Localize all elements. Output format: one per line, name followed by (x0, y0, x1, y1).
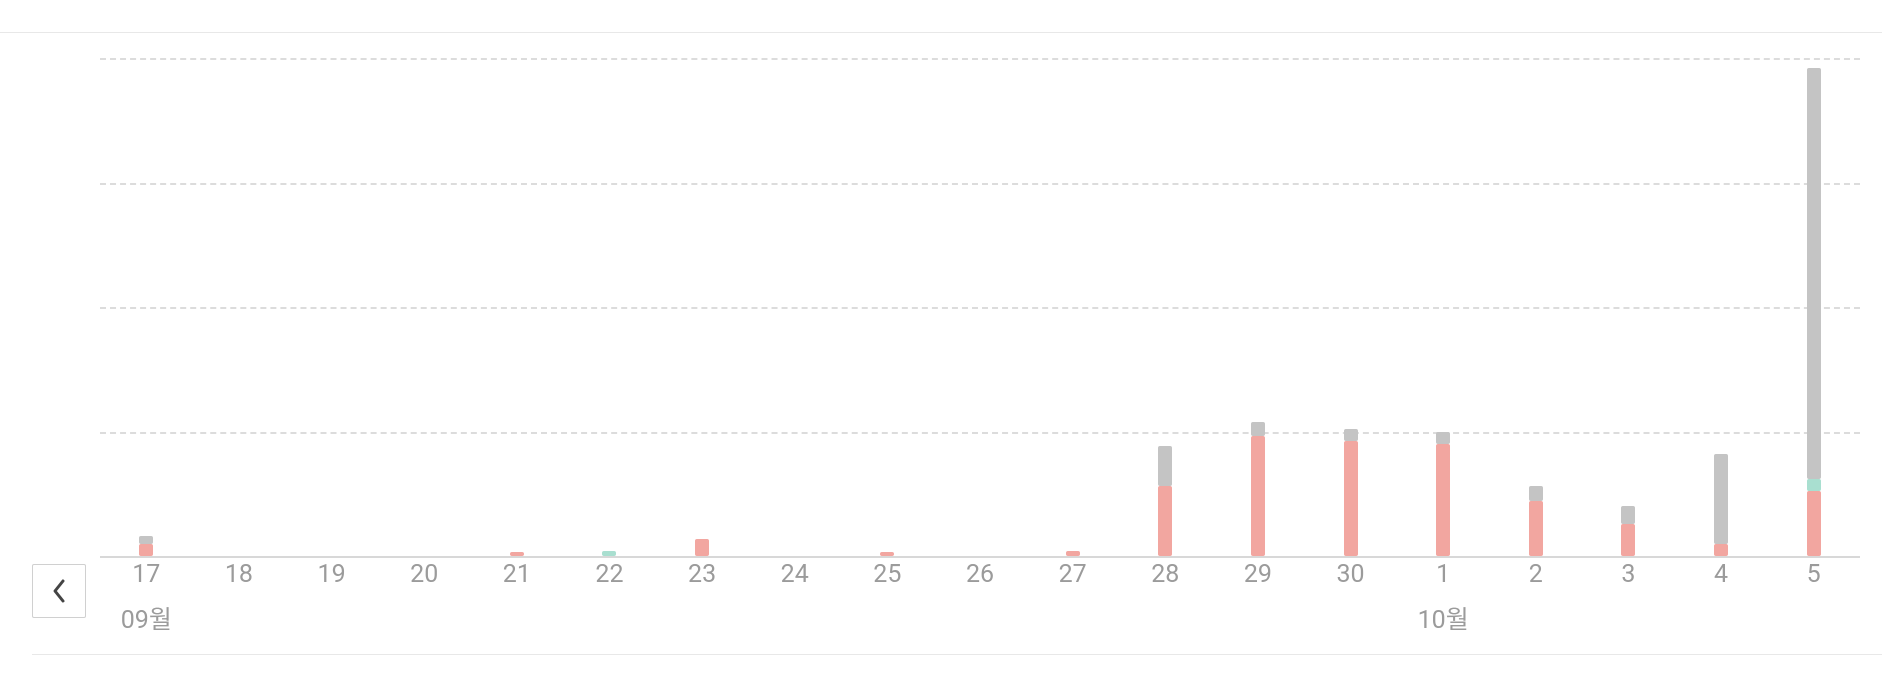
bar (1344, 429, 1358, 556)
bar-segment-gray (1251, 422, 1265, 437)
bar-segment-gray (1621, 506, 1635, 523)
bar-segment-red (1714, 544, 1728, 556)
bar-segment-red (1436, 444, 1450, 556)
month-labels: 09월 10월 (100, 600, 1860, 640)
gridline (100, 183, 1860, 185)
top-rule (0, 32, 1882, 33)
month-label: 10월 (1418, 600, 1469, 636)
bar-segment-red (1529, 501, 1543, 556)
bar-segment-gray (1436, 432, 1450, 444)
x-tick-label: 25 (873, 560, 901, 589)
x-tick-label: 27 (1059, 560, 1087, 589)
x-tick-label: 30 (1336, 560, 1364, 589)
bar-segment-gray (1529, 486, 1543, 501)
x-axis-line (100, 556, 1860, 558)
x-tick-label: 2 (1529, 560, 1543, 589)
x-tick-label: 19 (318, 560, 346, 589)
bar (1251, 422, 1265, 556)
gridline (100, 432, 1860, 434)
bar-segment-red (1251, 436, 1265, 556)
month-label: 09월 (121, 600, 172, 636)
bar (510, 552, 524, 556)
x-tick-label: 17 (132, 560, 160, 589)
bar-segment-red (1158, 486, 1172, 556)
bar-segment-teal (602, 551, 616, 556)
chart-container: 171819202122232425262728293012345 09월10월 (0, 0, 1882, 684)
bar-segment-red (880, 552, 894, 556)
bar (1621, 506, 1635, 556)
prev-button[interactable] (32, 564, 86, 618)
bar-segment-red (1344, 441, 1358, 556)
bar-segment-teal (1807, 479, 1821, 491)
chart-plot-area (100, 58, 1860, 556)
bar-segment-red (1621, 524, 1635, 556)
x-tick-label: 22 (595, 560, 623, 589)
bar (1436, 432, 1450, 556)
bar-segment-gray (139, 536, 153, 543)
bar (1714, 454, 1728, 556)
x-tick-label: 28 (1151, 560, 1179, 589)
bar-segment-red (1807, 491, 1821, 556)
bar (139, 536, 153, 556)
x-tick-label: 29 (1244, 560, 1272, 589)
bar-segment-gray (1344, 429, 1358, 441)
x-tick-label: 5 (1807, 560, 1821, 589)
bar-segment-gray (1714, 454, 1728, 544)
x-tick-label: 20 (410, 560, 438, 589)
bar (1066, 551, 1080, 556)
x-axis-labels: 171819202122232425262728293012345 (100, 560, 1860, 600)
x-tick-label: 1 (1436, 560, 1450, 589)
bar (1158, 446, 1172, 556)
bar-segment-red (695, 539, 709, 556)
x-tick-label: 3 (1621, 560, 1635, 589)
bar-segment-red (139, 544, 153, 556)
bar (1529, 486, 1543, 556)
bar (1807, 68, 1821, 556)
bar (880, 552, 894, 556)
bar (602, 551, 616, 556)
x-tick-label: 26 (966, 560, 994, 589)
chevron-left-icon (50, 578, 68, 604)
x-tick-label: 4 (1714, 560, 1728, 589)
bar (695, 539, 709, 556)
bar-segment-gray (1807, 68, 1821, 479)
x-tick-label: 21 (503, 560, 531, 589)
bottom-rule (32, 654, 1882, 655)
gridline (100, 307, 1860, 309)
x-tick-label: 23 (688, 560, 716, 589)
bar-segment-red (1066, 551, 1080, 556)
x-tick-label: 18 (225, 560, 253, 589)
gridline (100, 58, 1860, 60)
bar-segment-gray (1158, 446, 1172, 486)
bar-segment-red (510, 552, 524, 556)
x-tick-label: 24 (781, 560, 809, 589)
